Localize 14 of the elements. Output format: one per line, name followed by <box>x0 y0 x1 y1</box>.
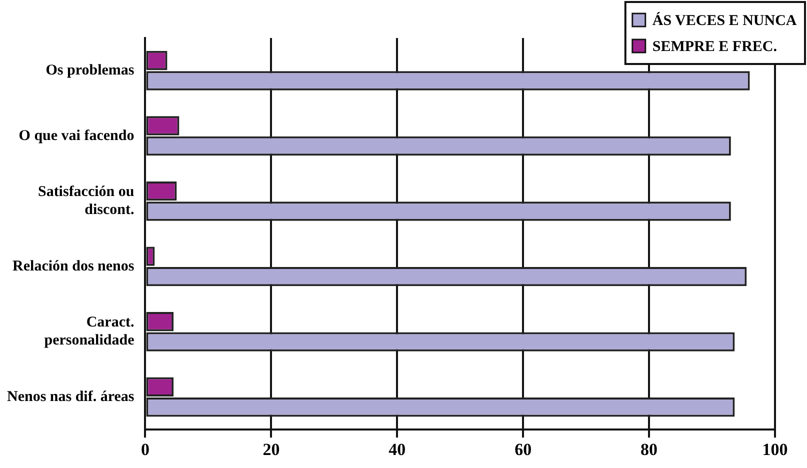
y-tick-label: Satisfacción ou discont. <box>38 184 134 218</box>
x-tick-label: 80 <box>640 440 658 460</box>
y-tick-label: Nenos nas dif. áreas <box>6 388 134 405</box>
y-tick-label: Caract. personalidade <box>44 314 135 349</box>
x-tick-label: 40 <box>388 440 406 460</box>
y-tick-label: Relación dos nenos <box>12 258 134 274</box>
y-tick-label: O que vai facendo <box>18 128 134 144</box>
legend-label: SEMPRE E FREC. <box>652 38 778 55</box>
y-tick-label: Os problemas <box>46 62 134 79</box>
x-tick-label: 0 <box>140 440 150 460</box>
x-tick-label: 100 <box>762 440 788 460</box>
x-tick-label: 20 <box>262 440 280 460</box>
x-tick-label: 60 <box>514 440 532 460</box>
legend-label: ÁS VECES E NUNCA <box>652 12 797 29</box>
